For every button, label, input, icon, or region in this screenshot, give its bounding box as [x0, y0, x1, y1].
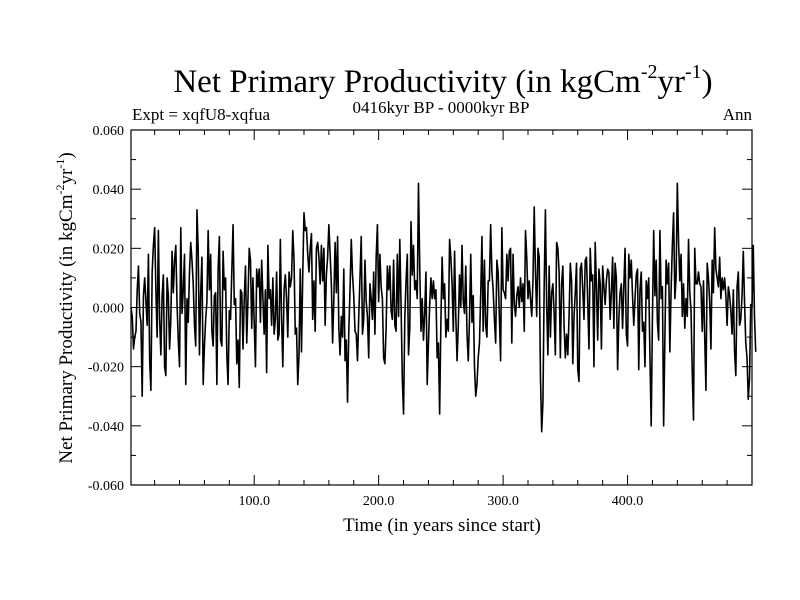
y-tick-label: 0.000 — [93, 302, 125, 317]
y-tick-label: 0.020 — [93, 242, 125, 257]
experiment-label: Expt = xqfU8-xqfua — [132, 105, 270, 124]
series-line-npp-anomaly — [130, 182, 757, 433]
chart-title: Net Primary Productivity (in kgCm-2yr-1) — [173, 61, 712, 100]
chart-subtitle: 0416kyr BP - 0000kyr BP — [353, 98, 530, 117]
x-tick-label: 400.0 — [612, 494, 644, 509]
y-tick-label: -0.020 — [88, 361, 124, 376]
x-axis-label: Time (in years since start) — [343, 515, 541, 536]
x-tick-label: 200.0 — [363, 494, 395, 509]
y-tick-label: 0.060 — [93, 124, 125, 139]
x-tick-label: 100.0 — [238, 494, 270, 509]
y-tick-label: 0.040 — [93, 183, 125, 198]
season-label: Ann — [723, 105, 753, 124]
plot-frame — [130, 129, 753, 486]
y-tick-label: -0.040 — [88, 420, 124, 435]
y-axis-label: Net Primary Productivity (in kgCm-2yr-1) — [53, 152, 77, 463]
x-tick-label: 300.0 — [487, 494, 519, 509]
y-tick-label: -0.060 — [88, 479, 124, 494]
axis-ticks: -0.060 -0.040 -0.020 0.000 0.020 0.040 0.060 10… — [88, 124, 752, 509]
